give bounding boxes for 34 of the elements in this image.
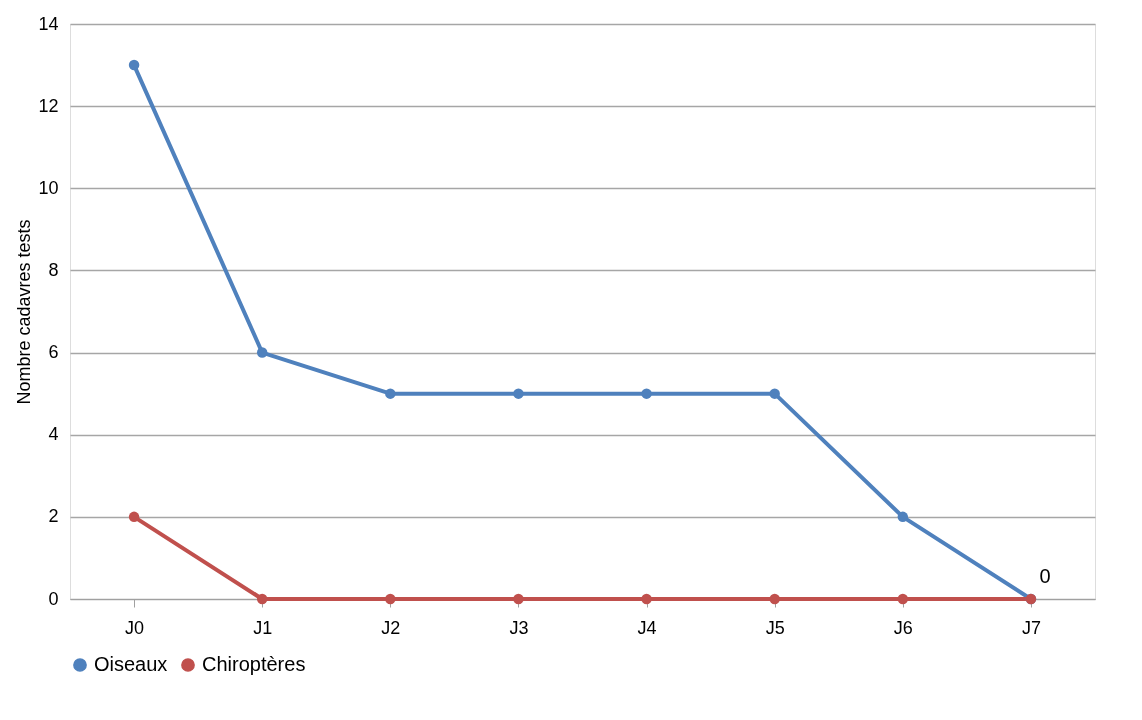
point [128, 59, 140, 71]
legend-label: Chiroptères [202, 653, 306, 675]
y-axis-title: Nombre cadavres tests [14, 219, 35, 405]
x-tick-label: J6 [893, 617, 913, 638]
point [256, 593, 268, 605]
y-tick-label: 2 [48, 506, 59, 527]
y-tick-label: 10 [38, 177, 59, 198]
point [513, 388, 524, 399]
point [641, 593, 652, 605]
point [897, 593, 909, 605]
y-tick-label: 6 [48, 342, 59, 363]
point [385, 593, 396, 605]
x-tick-label: J5 [765, 617, 785, 638]
y-tick-label: 14 [38, 13, 59, 34]
point [641, 388, 652, 399]
point [513, 593, 524, 605]
legend-label: Oiseaux [94, 653, 168, 675]
y-tick-label: 8 [48, 259, 59, 280]
x-tick-label: J2 [381, 617, 401, 638]
x-tick-label: J4 [637, 617, 657, 638]
x-tick-label: J1 [253, 617, 273, 638]
point [128, 511, 140, 523]
point [897, 511, 909, 523]
x-tick-label: J3 [509, 617, 529, 638]
point [769, 593, 780, 605]
x-tick-label: J0 [125, 617, 145, 638]
y-tick-label: 0 [48, 588, 59, 609]
data-label: 0 [1039, 565, 1051, 587]
x-tick-label: J7 [1021, 617, 1041, 638]
y-tick-label: 12 [38, 95, 59, 116]
point [385, 388, 396, 399]
point [769, 388, 780, 399]
y-tick-label: 4 [48, 424, 59, 445]
point [256, 347, 268, 358]
